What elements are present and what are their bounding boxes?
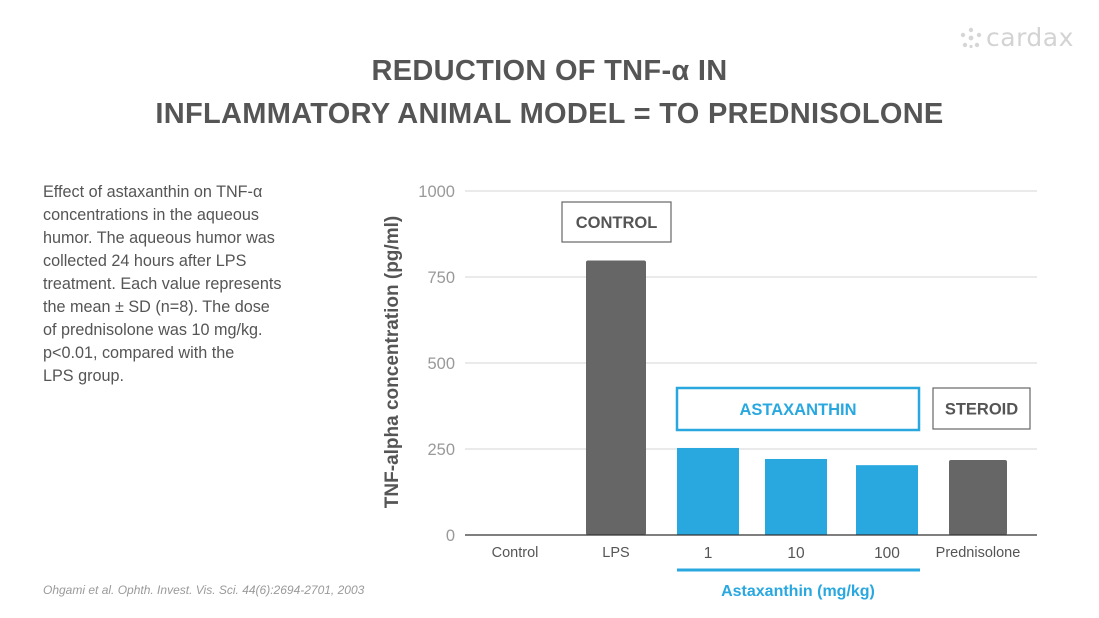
annotation-steroid: STEROID: [932, 387, 1031, 430]
bar-10: [765, 458, 827, 535]
description-line: humor. The aqueous humor was: [43, 229, 275, 247]
description-line: the mean ± SD (n=8). The dose: [43, 298, 270, 316]
cardax-logo: cardax: [960, 24, 1074, 52]
x-tick-label: 100: [874, 545, 900, 562]
y-tick-label: 250: [427, 441, 455, 459]
chart-description: Effect of astaxanthin on TNF-α concentra…: [43, 181, 343, 388]
gridlines: [465, 190, 1037, 450]
page-title: REDUCTION OF TNF-α IN INFLAMMATORY ANIMA…: [0, 50, 1099, 136]
citation: Ohgami et al. Ophth. Invest. Vis. Sci. 4…: [43, 583, 365, 597]
x-tick-labels: Control LPS 1 10 100 Prednisolone: [492, 545, 1021, 562]
y-tick-label: 1000: [418, 183, 455, 201]
annotation-label: STEROID: [945, 401, 1018, 419]
bar-100: [856, 465, 918, 535]
x-tick-label: Prednisolone: [936, 545, 1021, 561]
description-line: of prednisolone was 10 mg/kg.: [43, 321, 263, 339]
title-line-2: INFLAMMATORY ANIMAL MODEL = TO PREDNISOL…: [155, 98, 944, 130]
y-tick-label: 500: [427, 355, 455, 373]
description-line: p<0.01, compared with the: [43, 344, 235, 362]
annotation-label: ASTAXANTHIN: [739, 401, 856, 419]
bars: [586, 260, 1007, 535]
x-tick-label: Control: [492, 545, 539, 561]
x-tick-label: 10: [787, 545, 805, 562]
annotation-label: CONTROL: [576, 214, 658, 232]
bar-lps: [586, 260, 646, 535]
annotation-control: CONTROL: [561, 201, 672, 243]
description-line: LPS group.: [43, 367, 124, 385]
annotation-box: [561, 201, 672, 243]
x-tick-label: 1: [704, 545, 713, 562]
description-line: collected 24 hours after LPS: [43, 252, 247, 270]
description-line: Effect of astaxanthin on TNF-α: [43, 183, 263, 201]
title-line-1: REDUCTION OF TNF-α IN: [371, 55, 728, 87]
annotations: CONTROL ASTAXANTHIN STEROID: [561, 201, 1031, 432]
y-axis-label: TNF-alpha concentration (pg/ml): [382, 216, 403, 508]
annotation-box: [675, 386, 921, 432]
x-axis-label: Astaxanthin (mg/kg): [721, 583, 875, 600]
description-line: treatment. Each value represents: [43, 275, 282, 293]
y-tick-label: 0: [446, 527, 455, 545]
bar-1: [677, 447, 739, 535]
logo-text: cardax: [986, 23, 1074, 52]
annotation-box: [932, 387, 1031, 430]
bar-prednisolone: [949, 460, 1007, 535]
y-tick-label: 750: [427, 269, 455, 287]
description-line: concentrations in the aqueous: [43, 206, 259, 224]
y-tick-labels: 0 250 500 750 1000: [418, 183, 455, 545]
molecule-icon: [960, 27, 982, 49]
annotation-astaxanthin: ASTAXANTHIN: [675, 386, 921, 432]
x-tick-label: LPS: [602, 545, 629, 561]
